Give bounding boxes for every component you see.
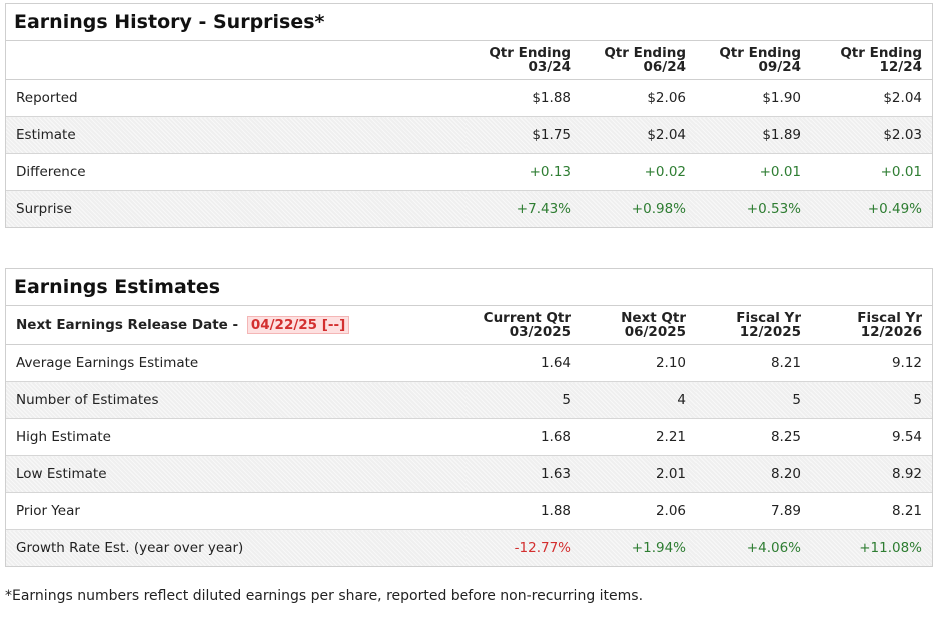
- cell-value: 2.10: [581, 345, 696, 382]
- header-spacer: [6, 41, 466, 80]
- cell-value: 5: [466, 382, 581, 419]
- cell-value: $2.04: [811, 80, 932, 117]
- row-label: Growth Rate Est. (year over year): [6, 530, 466, 567]
- row-label: Difference: [6, 154, 466, 191]
- row-label: Low Estimate: [6, 456, 466, 493]
- cell-value: 4: [581, 382, 696, 419]
- cell-value: 1.68: [466, 419, 581, 456]
- cell-value: 9.12: [811, 345, 932, 382]
- column-header-q2: Qtr Ending 06/24: [581, 41, 696, 80]
- earnings-history-table: Qtr Ending 03/24 Qtr Ending 06/24 Qtr Endi…: [6, 41, 932, 227]
- column-header-q3: Qtr Ending 09/24: [696, 41, 811, 80]
- cell-value: +0.02: [581, 154, 696, 191]
- cell-value: 1.63: [466, 456, 581, 493]
- row-label: Reported: [6, 80, 466, 117]
- next-release-date-link[interactable]: 04/22/25 [--]: [247, 316, 349, 334]
- earnings-history-title: Earnings History - Surprises*: [6, 4, 932, 41]
- cell-value: +0.13: [466, 154, 581, 191]
- cell-value: 8.20: [696, 456, 811, 493]
- table-row-growth-rate: Growth Rate Est. (year over year) -12.77…: [6, 530, 932, 567]
- column-header-fiscal-yr-2025: Fiscal Yr 12/2025: [696, 306, 811, 345]
- table-row-surprise: Surprise +7.43% +0.98% +0.53% +0.49%: [6, 191, 932, 228]
- footnote: *Earnings numbers reflect diluted earnin…: [5, 588, 643, 604]
- table-row-high-estimate: High Estimate 1.68 2.21 8.25 9.54: [6, 419, 932, 456]
- cell-value: 1.88: [466, 493, 581, 530]
- cell-value: -12.77%: [466, 530, 581, 567]
- earnings-estimates-table: Next Earnings Release Date - 04/22/25 [-…: [6, 306, 932, 566]
- cell-value: +1.94%: [581, 530, 696, 567]
- table-row-low-estimate: Low Estimate 1.63 2.01 8.20 8.92: [6, 456, 932, 493]
- cell-value: +0.01: [696, 154, 811, 191]
- table-header-row: Next Earnings Release Date - 04/22/25 [-…: [6, 306, 932, 345]
- cell-value: 7.89: [696, 493, 811, 530]
- table-row-prior-year: Prior Year 1.88 2.06 7.89 8.21: [6, 493, 932, 530]
- cell-value: +4.06%: [696, 530, 811, 567]
- row-label: Average Earnings Estimate: [6, 345, 466, 382]
- cell-value: +11.08%: [811, 530, 932, 567]
- cell-value: +7.43%: [466, 191, 581, 228]
- table-row-reported: Reported $1.88 $2.06 $1.90 $2.04: [6, 80, 932, 117]
- column-header-fiscal-yr-2026: Fiscal Yr 12/2026: [811, 306, 932, 345]
- cell-value: 8.25: [696, 419, 811, 456]
- cell-value: 8.21: [811, 493, 932, 530]
- table-row-number-of-estimates: Number of Estimates 5 4 5 5: [6, 382, 932, 419]
- next-release-label: Next Earnings Release Date -: [16, 317, 238, 333]
- column-header-current-qtr: Current Qtr 03/2025: [466, 306, 581, 345]
- earnings-estimates-title: Earnings Estimates: [6, 269, 932, 306]
- cell-value: 5: [811, 382, 932, 419]
- cell-value: 2.06: [581, 493, 696, 530]
- column-header-next-qtr: Next Qtr 06/2025: [581, 306, 696, 345]
- earnings-history-panel: Earnings History - Surprises* Qtr Ending…: [5, 3, 933, 228]
- cell-value: 2.01: [581, 456, 696, 493]
- column-header-q4: Qtr Ending 12/24: [811, 41, 932, 80]
- earnings-estimates-panel: Earnings Estimates Next Earnings Release…: [5, 268, 933, 567]
- cell-value: $2.04: [581, 117, 696, 154]
- row-label: Surprise: [6, 191, 466, 228]
- row-label: Number of Estimates: [6, 382, 466, 419]
- cell-value: 8.21: [696, 345, 811, 382]
- table-row-difference: Difference +0.13 +0.02 +0.01 +0.01: [6, 154, 932, 191]
- cell-value: 5: [696, 382, 811, 419]
- table-header-row: Qtr Ending 03/24 Qtr Ending 06/24 Qtr Endi…: [6, 41, 932, 80]
- next-release-header: Next Earnings Release Date - 04/22/25 [-…: [6, 306, 466, 345]
- cell-value: $2.03: [811, 117, 932, 154]
- cell-value: $1.90: [696, 80, 811, 117]
- cell-value: 2.21: [581, 419, 696, 456]
- cell-value: +0.53%: [696, 191, 811, 228]
- cell-value: 8.92: [811, 456, 932, 493]
- cell-value: $2.06: [581, 80, 696, 117]
- cell-value: +0.01: [811, 154, 932, 191]
- cell-value: $1.89: [696, 117, 811, 154]
- table-row-average-estimate: Average Earnings Estimate 1.64 2.10 8.21…: [6, 345, 932, 382]
- column-header-q1: Qtr Ending 03/24: [466, 41, 581, 80]
- row-label: High Estimate: [6, 419, 466, 456]
- cell-value: $1.75: [466, 117, 581, 154]
- row-label: Prior Year: [6, 493, 466, 530]
- cell-value: +0.98%: [581, 191, 696, 228]
- cell-value: $1.88: [466, 80, 581, 117]
- cell-value: 1.64: [466, 345, 581, 382]
- cell-value: +0.49%: [811, 191, 932, 228]
- row-label: Estimate: [6, 117, 466, 154]
- table-row-estimate: Estimate $1.75 $2.04 $1.89 $2.03: [6, 117, 932, 154]
- cell-value: 9.54: [811, 419, 932, 456]
